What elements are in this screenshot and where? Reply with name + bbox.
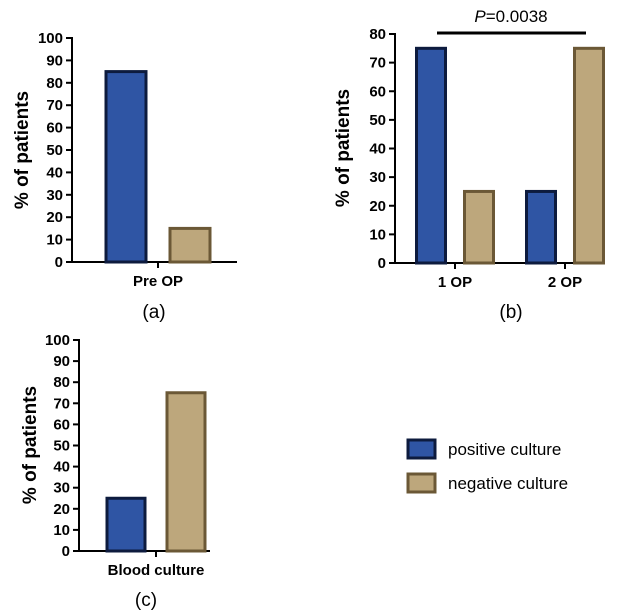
y-axis-label: % of patients: [12, 91, 33, 209]
bar-positive-culture: [525, 189, 557, 265]
panel-label: (c): [135, 590, 157, 611]
y-tick-label: 0: [62, 543, 70, 560]
y-tick-label: 0: [378, 255, 386, 272]
y-tick-label: 10: [46, 232, 63, 249]
panel-b-chart: 0 10 20 30 40 50 60 70 80 % of patients 1 OP 2 OP (b…: [333, 7, 605, 323]
bar-positive-culture: [104, 70, 148, 264]
p-value-text: =0.0038: [486, 7, 548, 26]
y-tick-label: 80: [369, 26, 386, 43]
y-tick-label: 100: [45, 332, 70, 349]
y-tick-label: 100: [38, 30, 63, 47]
y-tick-label: 50: [53, 438, 70, 455]
y-axis-label: % of patients: [20, 386, 41, 504]
y-axis-label: % of patients: [333, 89, 354, 207]
panel-c-chart: 0 10 20 30 40 50 60 70 80 90 100 % of patients Blood…: [20, 332, 210, 611]
y-tick-label: 80: [53, 374, 70, 391]
legend: positive culture negative culture: [406, 438, 568, 494]
y-tick-label: 60: [53, 416, 70, 433]
y-tick-label: 10: [369, 226, 386, 243]
p-value-annotation: P=0.0038: [474, 7, 547, 26]
y-tick-label: 70: [53, 395, 70, 412]
panel-label: (b): [499, 302, 522, 323]
y-tick-label: 90: [46, 52, 63, 69]
legend-negative-swatch: [406, 472, 437, 494]
p-value-letter: P: [474, 7, 486, 26]
y-tick-label: 50: [369, 112, 386, 129]
y-tick-label: 70: [369, 55, 386, 72]
legend-positive-swatch: [406, 438, 437, 460]
x-tick-label: 1 OP: [438, 274, 472, 291]
bar-positive-culture: [105, 496, 147, 553]
x-tick-label: 2 OP: [548, 274, 582, 291]
y-tick-label: 60: [369, 83, 386, 100]
y-tick-label: 40: [53, 459, 70, 476]
bar-negative-culture: [463, 189, 495, 265]
y-tick-label: 60: [46, 120, 63, 137]
bar-negative-culture: [165, 391, 207, 553]
panel-a-chart: 0 10 20 30 40 50 60 70 80 90 100 % of patients Pre O…: [12, 30, 237, 323]
bar-negative-culture: [573, 46, 605, 265]
panel-label: (a): [142, 302, 165, 323]
x-tick-label: Blood culture: [108, 562, 205, 579]
bar-negative-culture: [168, 226, 212, 264]
y-tick-label: 20: [46, 209, 63, 226]
y-tick-label: 0: [55, 254, 63, 271]
y-tick-label: 20: [53, 501, 70, 518]
legend-negative-label: negative culture: [448, 474, 568, 493]
y-tick-label: 90: [53, 353, 70, 370]
legend-positive-label: positive culture: [448, 440, 561, 459]
y-tick-label: 30: [46, 187, 63, 204]
y-tick-label: 40: [369, 141, 386, 158]
y-tick-label: 80: [46, 75, 63, 92]
y-tick-label: 20: [369, 198, 386, 215]
y-tick-label: 50: [46, 142, 63, 159]
y-tick-label: 70: [46, 97, 63, 114]
x-tick-label: Pre OP: [133, 273, 183, 290]
bar-positive-culture: [415, 46, 447, 265]
y-tick-label: 30: [369, 169, 386, 186]
y-tick-label: 30: [53, 480, 70, 497]
y-tick-label: 10: [53, 522, 70, 539]
y-tick-label: 40: [46, 164, 63, 181]
